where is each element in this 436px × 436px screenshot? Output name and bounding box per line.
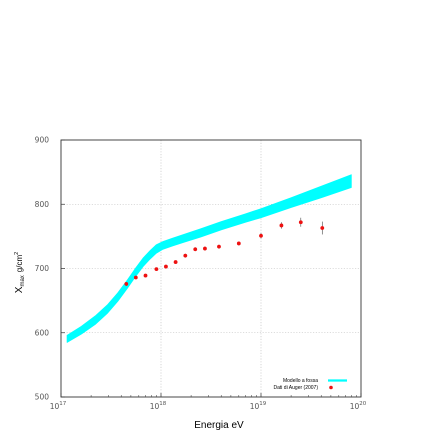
data-point [193,247,198,252]
model-band-layer [66,174,352,343]
x-tick-labels: 1017 1018 1019 1020 [50,401,367,411]
legend: Modello a fossa Dati di Auger (2007) [274,378,347,391]
x-tick-exponent: 19 [259,401,266,407]
y-axis-symbol: X [14,286,25,293]
data-point [279,223,284,228]
y-tick-labels: 500 600 700 800 900 [35,136,50,402]
data-point [217,244,221,249]
y-axis-superscript: 2 [14,252,20,255]
plot-frame [60,139,362,398]
data-point [164,264,168,269]
x-tick-base: 10 [350,402,360,411]
x-tick-base: 10 [250,402,260,411]
legend-label-auger: Dati di Auger (2007) [274,385,319,391]
grid-layer [60,139,362,398]
y-axis-title: Xmax g/cm2 [14,252,26,293]
data-point [173,260,178,264]
data-point [154,267,159,272]
data-point [236,241,241,246]
x-tick-label: 1020 [350,401,367,411]
x-tick-base: 10 [50,402,60,411]
auger-points-layer [124,217,325,286]
x-tick-label: 1017 [50,401,67,411]
legend-swatch-auger [329,385,333,390]
y-tick-label: 800 [35,200,50,209]
x-tick-exponent: 20 [359,401,366,407]
x-tick-exponent: 17 [59,401,66,407]
x-tick-label: 1018 [150,401,167,411]
data-point [298,220,303,225]
data-point [124,282,129,286]
data-point [183,253,188,258]
x-axis-title: Energia eV [194,420,244,431]
data-point [259,233,263,238]
x-tick-exponent: 18 [159,401,166,407]
x-tick-label: 1019 [250,401,267,411]
y-axis-subscript: max [20,275,26,286]
y-axis-unit: g/cm [15,255,24,273]
y-tick-label: 900 [35,136,50,145]
x-tick-base: 10 [150,402,160,411]
data-point [143,273,148,278]
data-point [320,226,325,230]
y-tick-label: 600 [35,328,50,337]
model-band [66,174,352,343]
y-tick-label: 700 [35,264,50,273]
data-point [203,246,207,251]
data-point [133,275,138,280]
legend-label-model: Modello a fossa [283,378,318,384]
y-tick-label: 500 [35,393,50,402]
